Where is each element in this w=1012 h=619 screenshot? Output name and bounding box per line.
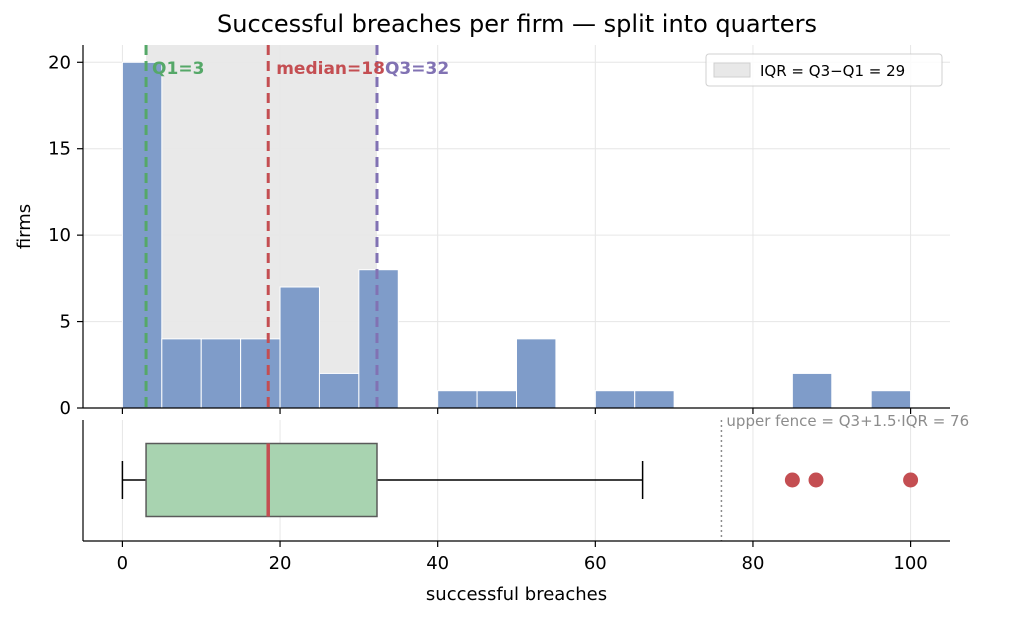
chart-title: Successful breaches per firm — split int… bbox=[217, 10, 817, 38]
x-tick-label: 100 bbox=[893, 553, 927, 574]
histogram-bar bbox=[279, 286, 320, 409]
q3-label: Q3=32 bbox=[385, 59, 449, 79]
y-tick-label: 20 bbox=[48, 52, 71, 73]
histogram-bar bbox=[594, 390, 636, 409]
outliers bbox=[784, 472, 919, 488]
legend-swatch bbox=[713, 62, 751, 78]
boxplot-panel: upper fence = Q3+1.5·IQR = 76 0 20 40 60 80 1… bbox=[82, 412, 969, 605]
histogram-bar bbox=[121, 61, 163, 409]
x-tick-label: 40 bbox=[426, 553, 449, 574]
x-tick-label: 0 bbox=[117, 553, 128, 574]
x-tick-label: 20 bbox=[269, 553, 292, 574]
y-tick-label: 5 bbox=[60, 312, 71, 333]
x-axis-ticks: 0 20 40 60 80 100 bbox=[117, 541, 928, 574]
histogram-panel: Q1=3 median=18 Q3=32 IQR = Q3−Q1 = 29 0 5… bbox=[14, 45, 950, 419]
y-tick-label: 15 bbox=[48, 139, 71, 160]
boxplot-axes bbox=[82, 420, 950, 542]
box-iqr bbox=[145, 442, 378, 518]
histogram-bar bbox=[200, 338, 242, 409]
y-axis-ticks: 0 5 10 15 20 bbox=[48, 52, 83, 419]
histogram-axes bbox=[82, 45, 950, 414]
x-tick-label: 60 bbox=[584, 553, 607, 574]
outlier-point bbox=[808, 472, 824, 488]
histogram-bar bbox=[161, 338, 202, 409]
legend: IQR = Q3−Q1 = 29 bbox=[705, 53, 943, 87]
outlier-point bbox=[784, 472, 800, 488]
histogram-bars bbox=[121, 61, 912, 409]
histogram-bar bbox=[358, 269, 399, 409]
histogram-bar bbox=[476, 390, 518, 409]
outlier-point bbox=[903, 472, 919, 488]
histogram-bar bbox=[318, 372, 360, 409]
legend-frame bbox=[705, 53, 943, 87]
histogram-bar bbox=[437, 390, 478, 409]
y-axis-label: firms bbox=[14, 204, 35, 249]
histogram-bar bbox=[240, 338, 281, 409]
q1-label: Q1=3 bbox=[152, 59, 204, 79]
histogram-bar bbox=[791, 372, 833, 409]
upper-fence-label: upper fence = Q3+1.5·IQR = 76 bbox=[726, 412, 969, 430]
x-axis-label: successful breaches bbox=[426, 584, 607, 605]
y-tick-label: 10 bbox=[48, 225, 71, 246]
histogram-bar bbox=[516, 338, 557, 409]
y-tick-label: 0 bbox=[60, 398, 71, 419]
x-tick-label: 80 bbox=[742, 553, 765, 574]
histogram-bar bbox=[634, 390, 675, 409]
legend-entry-iqr: IQR = Q3−Q1 = 29 bbox=[760, 62, 905, 80]
median-label: median=18 bbox=[276, 59, 385, 79]
histogram-bar bbox=[870, 390, 912, 409]
